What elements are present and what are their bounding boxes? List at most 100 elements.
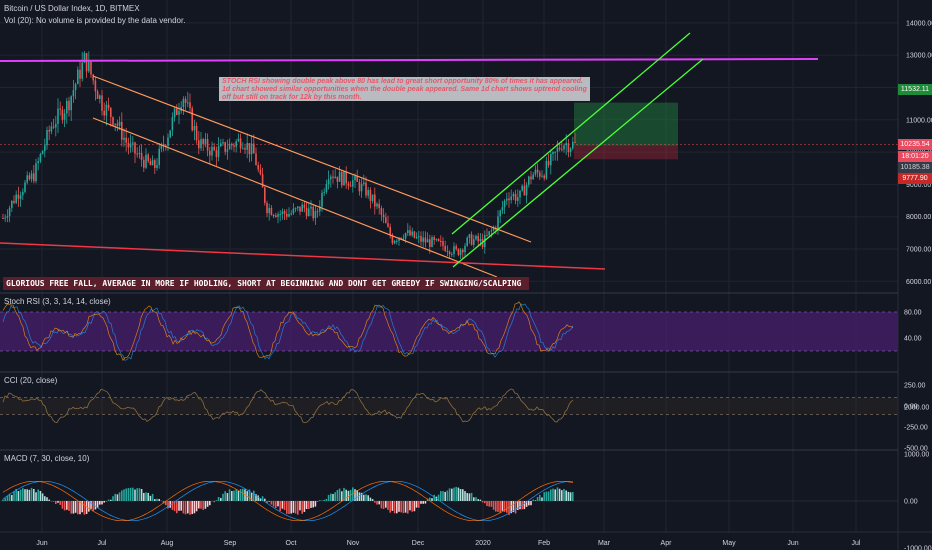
cci-title: CCI (20, close) (4, 376, 58, 385)
candle-body (215, 150, 218, 158)
macd-bar (572, 491, 574, 501)
macd-bar (325, 498, 328, 501)
candle-body (125, 137, 127, 143)
candle-body (510, 196, 512, 201)
macd-bar (446, 490, 449, 501)
macd-bar (215, 500, 218, 501)
time-axis[interactable]: Jun Jul Aug Sep Oct Nov Dec 2020 Feb Mar Apr May Jun… (0, 531, 932, 547)
candle-body (305, 207, 308, 216)
candle-body (33, 173, 35, 182)
trend-drawings[interactable] (0, 32, 819, 278)
price-axis[interactable]: 6000.007000.008000.009000.0010000.001100… (897, 0, 932, 550)
macd-bar (426, 498, 429, 501)
candle-body (536, 169, 539, 173)
long-position-box[interactable] (0, 102, 898, 160)
candle-body (90, 61, 92, 75)
candle-body (404, 233, 407, 239)
candle-body (222, 142, 224, 144)
time-tick-label: May (722, 540, 736, 547)
candle-body (132, 142, 134, 144)
macd-bar (422, 501, 424, 504)
macd-bar (327, 494, 330, 501)
candle-body (541, 175, 543, 177)
macd-bar (290, 501, 292, 514)
time-tick-label: Jul (852, 540, 861, 547)
analysis-note[interactable]: STOCH RSI showing double peak above 80 h… (219, 77, 590, 101)
candle-body (442, 241, 444, 246)
macd-bar (138, 488, 141, 501)
macd-bar (17, 491, 20, 501)
macd-bar (26, 489, 28, 501)
candle-body (294, 208, 297, 210)
candle-body (299, 206, 301, 212)
macd-bar (477, 499, 479, 501)
macd-bar (81, 501, 83, 513)
macd-bar (429, 497, 431, 501)
candle-body (99, 95, 101, 99)
candle-body (116, 123, 119, 126)
macd-bar (343, 487, 345, 501)
macd-bar (468, 493, 471, 501)
macd-bar (59, 501, 61, 505)
candle-body (407, 230, 409, 234)
candle-body (422, 237, 424, 242)
candle-body (534, 169, 537, 175)
macd-bar (15, 488, 17, 501)
macd-bar (448, 488, 451, 501)
candle-body (70, 96, 72, 111)
macd-bar (556, 487, 559, 501)
candle-body (275, 215, 277, 217)
macd-bar (114, 493, 116, 501)
candle-body (112, 117, 114, 125)
candle-body (110, 107, 112, 118)
macd-bar (567, 491, 570, 501)
candle-body (301, 204, 303, 212)
candle-body (30, 173, 33, 180)
macd-bar (151, 493, 154, 501)
macd-bar (275, 501, 277, 508)
candle-body (169, 130, 171, 138)
macd-bar (490, 501, 493, 507)
cci-tick-label: 250.00 (904, 383, 926, 390)
candle-body (382, 214, 385, 218)
candle-body (200, 139, 202, 149)
candle-body (191, 108, 193, 131)
candle-body (129, 143, 132, 148)
candle-body (189, 102, 191, 109)
stoch-tick-label: 40.00 (904, 336, 922, 343)
candle-body (127, 142, 130, 148)
candle-body (525, 184, 528, 196)
macd-bar (176, 501, 178, 514)
candle-body (195, 125, 198, 141)
candle-body (444, 245, 446, 251)
macd-bar (171, 501, 174, 510)
candle-body (385, 217, 387, 224)
cci-line (2, 388, 574, 423)
candle-body (233, 145, 235, 147)
macd-bar (402, 501, 405, 514)
bar-countdown-label: 18:01:20 (898, 151, 932, 162)
macd-bar (415, 501, 418, 508)
candle-body (134, 142, 136, 154)
candle-body (446, 250, 449, 252)
candle-body (228, 143, 231, 150)
current-price-label: 10235.54 (898, 139, 932, 150)
macd-bar (70, 501, 72, 514)
macd-bar (195, 501, 198, 512)
macd-bar (92, 501, 94, 512)
macd-bar (534, 500, 537, 501)
candle-body (367, 189, 369, 196)
macd-bar (255, 494, 257, 501)
candle-body (365, 182, 367, 196)
candle-body (470, 234, 473, 245)
macd-bar (404, 501, 407, 513)
candle-body (437, 239, 440, 241)
candle-body (138, 152, 141, 154)
descending-channel-lower (92, 117, 498, 278)
panel-separators (0, 292, 898, 451)
macd-bar (550, 489, 552, 501)
strategy-banner[interactable]: GLORIOUS FREE FALL, AVERAGE IN MORE IF H… (3, 277, 529, 290)
candle-body (270, 207, 273, 216)
macd-bar (193, 501, 196, 514)
